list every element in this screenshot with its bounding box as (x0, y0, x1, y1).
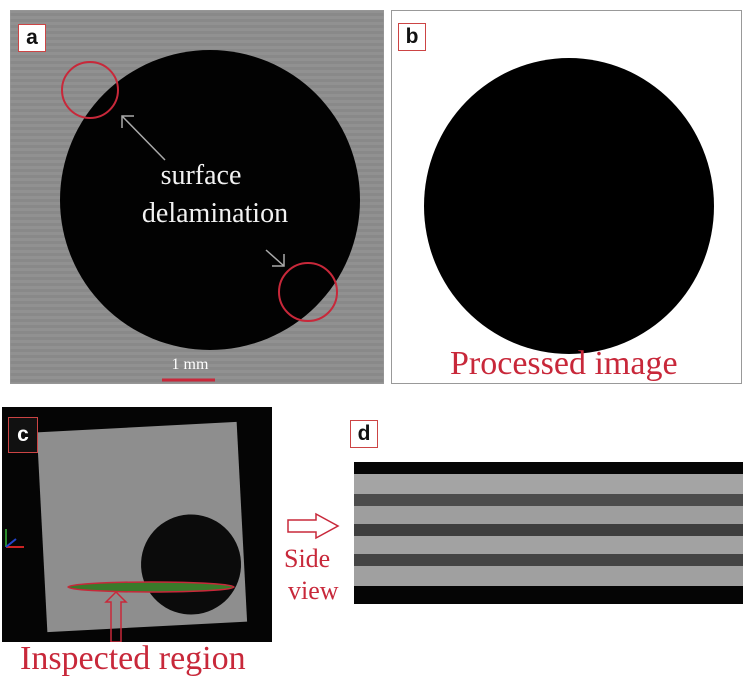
scale-bar-label: 1 mm (171, 356, 209, 373)
panel-label-a: a (18, 24, 46, 52)
side-view-label-line2: view (288, 576, 339, 605)
panel-d (354, 462, 743, 604)
panel-a-annotations (61, 61, 338, 382)
side-view-label-line1: Side (284, 544, 331, 573)
panel-c-overlays (5, 529, 235, 642)
panel-c: c (2, 407, 272, 642)
layer-light-2 (354, 506, 743, 524)
processed-image-caption: Processed image (450, 345, 678, 382)
layer-light-1 (354, 474, 743, 494)
layer-light-4 (354, 566, 743, 586)
arrow-top (121, 115, 166, 161)
layer-light-3 (354, 536, 743, 554)
delamination-circle-top (61, 61, 119, 119)
layer-dark-1 (354, 494, 743, 506)
layer-dark-3 (354, 554, 743, 566)
processed-hole (424, 58, 714, 354)
specimen-hole (60, 50, 360, 350)
inspected-region-caption: Inspected region (20, 640, 246, 677)
panel-b: b Processed image (391, 10, 742, 384)
panel-label-d: d (350, 420, 378, 448)
delamination-annotation-line2: delamination (141, 198, 289, 229)
delamination-annotation-line1: surface (160, 160, 242, 191)
arrow-bottom (265, 249, 285, 267)
inspected-region-arrow (104, 590, 128, 642)
panel-label-c: c (8, 417, 38, 453)
delamination-circle-bottom (278, 262, 338, 322)
side-view-arrow (287, 512, 340, 540)
panel-a: surface delamination 1 mm a (10, 10, 384, 384)
inspected-region-marker (67, 581, 235, 593)
layer-dark-2 (354, 524, 743, 536)
panel-label-b: b (398, 23, 426, 51)
